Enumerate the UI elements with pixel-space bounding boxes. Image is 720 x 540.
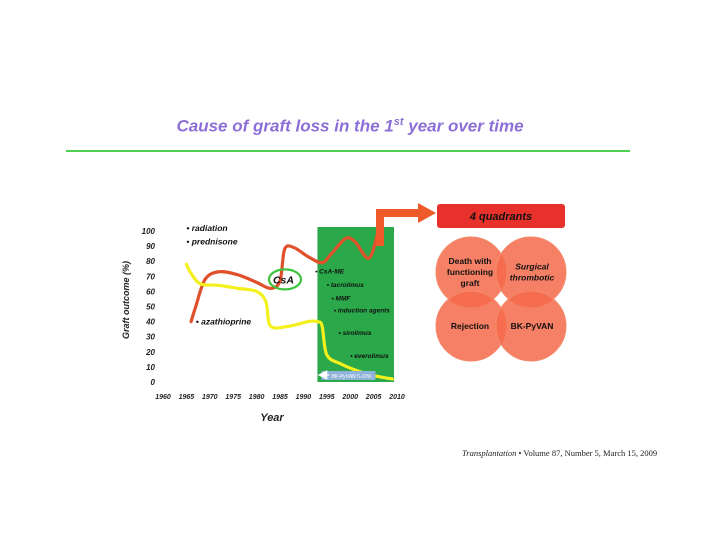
title-superscript: st xyxy=(393,116,404,128)
quadrant-label: Rejection xyxy=(451,321,489,331)
y-tick-label: 10 xyxy=(146,363,155,372)
x-tick-label: 2010 xyxy=(388,394,405,401)
annotation-label: • prednisone xyxy=(186,237,237,247)
annotation-label: • induction agents xyxy=(334,308,390,315)
quadrant-label: BK-PyVAN xyxy=(511,321,554,331)
x-tick-label: 1985 xyxy=(272,394,288,401)
quadrant-label: Death with functioning graft xyxy=(447,256,493,288)
y-tick-label: 70 xyxy=(146,272,155,281)
quadrants-banner xyxy=(437,204,565,228)
y-tick-label: 50 xyxy=(146,303,155,312)
y-tick-label: 0 xyxy=(151,378,156,387)
x-tick-label: 1980 xyxy=(249,394,265,401)
y-tick-label: 100 xyxy=(142,227,156,236)
citation-details: • Volume 87, Number 5, March 15, 2009 xyxy=(516,448,658,458)
annotation-label: • sirolimus xyxy=(339,330,372,337)
x-tick-label: 1960 xyxy=(155,394,171,401)
quadrant-label: Surgical thrombotic xyxy=(510,262,555,283)
x-tick-label: 1965 xyxy=(179,394,195,401)
annotation-label: • tacrolimus xyxy=(327,282,364,289)
x-tick-label: 2005 xyxy=(365,394,382,401)
annotation-label: • azathioprine xyxy=(196,317,252,327)
x-tick-label: 2000 xyxy=(341,394,358,401)
quadrant-circle xyxy=(495,290,567,362)
y-tick-label: 80 xyxy=(146,257,155,266)
bk-pyvan-box xyxy=(321,370,376,380)
x-axis-title: Year xyxy=(260,412,284,424)
connector-arrow xyxy=(376,209,420,246)
y-tick-label: 20 xyxy=(145,348,155,357)
annotation-label: BK-PyVAN 5-10% xyxy=(331,374,372,380)
csa-highlight-ring xyxy=(267,268,303,291)
graft-survival-line xyxy=(189,229,380,324)
title-divider xyxy=(66,150,630,152)
slide-title: Cause of graft loss in the 1st year over… xyxy=(0,116,700,137)
y-axis-title: Graft outcome (%) xyxy=(121,261,131,339)
x-tick-label: 1975 xyxy=(225,394,241,401)
x-tick-label: 1995 xyxy=(319,394,335,401)
x-tick-label: 1990 xyxy=(296,394,312,401)
annotation-label: CsA xyxy=(273,274,294,286)
y-tick-label: 60 xyxy=(146,287,155,296)
annotation-label: • radiation xyxy=(186,223,227,233)
annotation-label: • MMF xyxy=(331,295,351,302)
quadrants-banner-label: 4 quadrants xyxy=(469,211,532,223)
y-tick-label: 90 xyxy=(146,242,155,251)
title-text: Cause of graft loss in the 1 xyxy=(176,116,394,136)
citation-journal: Transplantation xyxy=(462,448,517,458)
annotation-label: • everolimus xyxy=(350,353,389,360)
y-tick-label: 30 xyxy=(146,333,155,342)
connector-arrowhead xyxy=(418,203,436,223)
annotation-label: • CsA-ME xyxy=(315,268,345,275)
x-tick-label: 1970 xyxy=(202,394,218,401)
graft-loss-line xyxy=(184,262,394,381)
y-tick-label: 40 xyxy=(145,318,155,327)
citation: Transplantation • Volume 87, Number 5, M… xyxy=(462,448,657,458)
title-text-rest: year over time xyxy=(403,116,524,136)
